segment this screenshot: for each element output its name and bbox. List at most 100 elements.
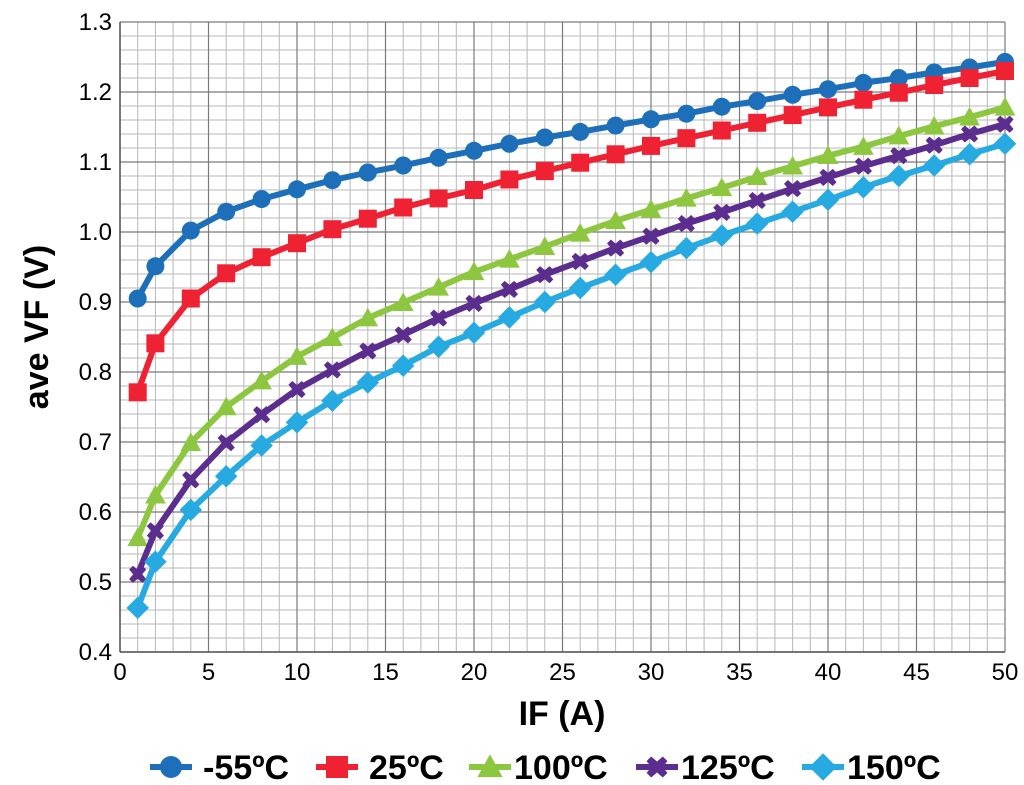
data-point bbox=[253, 406, 271, 424]
data-point bbox=[819, 80, 837, 99]
data-point bbox=[712, 121, 731, 140]
data-point bbox=[252, 190, 271, 209]
data-point bbox=[356, 371, 380, 394]
data-point bbox=[642, 110, 660, 129]
data-point bbox=[746, 166, 768, 185]
data-point bbox=[889, 69, 908, 87]
data-point bbox=[394, 156, 413, 175]
legend-marker bbox=[646, 756, 668, 778]
x-tick-label: 15 bbox=[372, 659, 399, 686]
data-point bbox=[677, 215, 695, 233]
series-group bbox=[129, 115, 1014, 583]
legend-label: 25ºC bbox=[369, 749, 444, 785]
y-tick-label: 1.0 bbox=[79, 219, 112, 246]
data-point bbox=[146, 522, 164, 540]
data-point bbox=[500, 280, 518, 298]
data-point bbox=[711, 177, 733, 197]
data-point bbox=[252, 248, 271, 267]
data-point bbox=[710, 224, 734, 247]
legend-marker bbox=[160, 756, 182, 778]
y-axis-title: ave VF (V) bbox=[18, 245, 56, 409]
series-line bbox=[134, 121, 1008, 578]
data-point bbox=[819, 98, 837, 117]
data-point bbox=[146, 334, 165, 353]
data-point bbox=[996, 115, 1014, 133]
data-point bbox=[889, 83, 908, 102]
legend-item: 150ºC bbox=[802, 749, 941, 785]
y-tick-label: 1.1 bbox=[79, 149, 112, 176]
data-point bbox=[568, 276, 592, 300]
x-tick-labels: 0 5 10 15 20 25 30 35 40 45 50 bbox=[113, 659, 1018, 686]
data-point bbox=[427, 335, 450, 359]
y-tick-label: 0.9 bbox=[79, 289, 112, 316]
data-point bbox=[285, 411, 309, 434]
data-point bbox=[428, 276, 449, 296]
data-point bbox=[127, 527, 149, 547]
data-point bbox=[854, 73, 873, 92]
data-point bbox=[359, 342, 377, 360]
data-point bbox=[783, 85, 802, 104]
data-point bbox=[179, 498, 203, 522]
data-point bbox=[391, 354, 415, 377]
data-point bbox=[748, 113, 767, 132]
data-point bbox=[288, 180, 306, 199]
data-point bbox=[748, 92, 767, 111]
data-point bbox=[640, 199, 662, 218]
data-point bbox=[286, 346, 308, 365]
x-tick-label: 50 bbox=[992, 659, 1019, 686]
data-point bbox=[129, 565, 147, 583]
data-point bbox=[817, 145, 839, 164]
data-point bbox=[533, 290, 557, 314]
data-point bbox=[499, 248, 520, 268]
data-point bbox=[676, 188, 697, 207]
data-point bbox=[182, 471, 200, 489]
y-tick-label: 0.4 bbox=[79, 639, 112, 666]
data-point bbox=[288, 234, 306, 253]
major-gridlines bbox=[119, 21, 1006, 653]
data-point bbox=[181, 221, 200, 240]
data-point bbox=[217, 434, 235, 452]
data-point bbox=[465, 294, 483, 312]
data-point bbox=[960, 69, 979, 87]
data-point bbox=[144, 550, 167, 573]
data-point bbox=[783, 106, 802, 125]
data-point bbox=[536, 266, 554, 284]
data-point bbox=[145, 484, 166, 504]
series-group bbox=[128, 52, 1014, 308]
data-point bbox=[605, 210, 626, 230]
x-tick-label: 45 bbox=[903, 659, 930, 686]
data-point bbox=[322, 327, 343, 346]
legend-item: 100ºC bbox=[469, 749, 608, 785]
x-tick-label: 40 bbox=[815, 659, 842, 686]
data-point bbox=[677, 104, 696, 123]
data-point bbox=[571, 153, 590, 172]
data-point bbox=[394, 326, 412, 344]
legend-item: -55ºC bbox=[150, 749, 289, 785]
x-tick-label: 25 bbox=[549, 659, 576, 686]
data-point bbox=[465, 181, 483, 199]
legend-label: -55ºC bbox=[203, 749, 289, 785]
data-point bbox=[852, 175, 875, 199]
legend-label: 125ºC bbox=[681, 749, 775, 785]
data-point bbox=[180, 432, 202, 451]
legend-marker bbox=[477, 754, 503, 778]
data-point bbox=[214, 465, 238, 488]
x-tick-label: 35 bbox=[726, 659, 753, 686]
x-axis-title: IF (A) bbox=[519, 695, 606, 733]
data-point bbox=[784, 180, 802, 198]
data-point bbox=[854, 90, 873, 109]
data-point bbox=[394, 198, 413, 217]
data-point bbox=[642, 136, 660, 155]
legend-label: 100ºC bbox=[514, 749, 608, 785]
series-group bbox=[127, 97, 1016, 547]
data-point bbox=[323, 171, 342, 190]
data-point bbox=[607, 239, 625, 257]
data-point bbox=[781, 200, 804, 223]
data-point bbox=[463, 261, 485, 281]
data-point bbox=[250, 434, 273, 457]
data-point bbox=[745, 212, 769, 235]
data-point bbox=[146, 257, 165, 276]
data-point bbox=[606, 116, 625, 135]
data-point bbox=[958, 143, 981, 166]
series-layer bbox=[126, 52, 1017, 620]
